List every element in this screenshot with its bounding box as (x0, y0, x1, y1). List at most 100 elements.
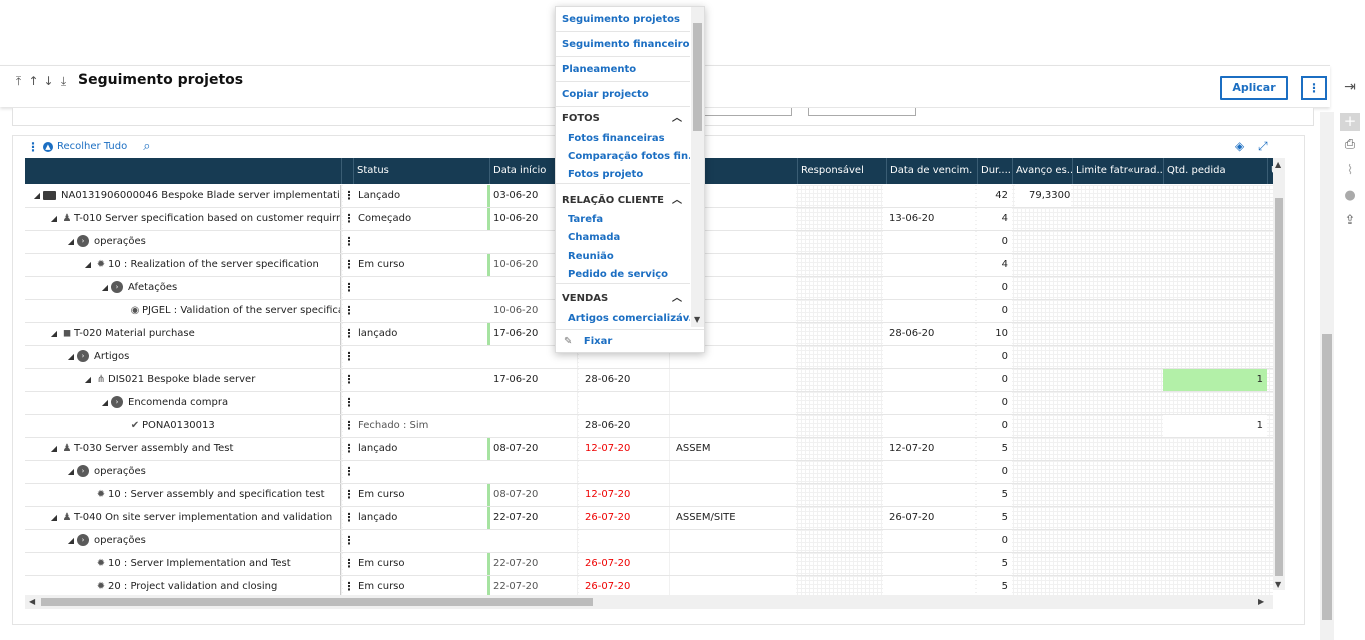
tree-cell[interactable]: ✹ 20 : Project validation and closing (25, 576, 341, 595)
menu-item-comparacao-fotos[interactable]: Comparação fotos fin... (568, 151, 690, 162)
grid-menu-icon[interactable]: ⋮ (27, 139, 39, 154)
menu-item-reuniao[interactable]: Reunião (568, 251, 614, 262)
row-menu-icon[interactable]: ⋮ (343, 576, 355, 595)
tree-cell[interactable]: ✹ 10 : Server assembly and specification … (25, 484, 341, 506)
expand-toggle-icon[interactable]: ◢ (67, 237, 75, 246)
header-progress[interactable]: Avanço es... (1012, 158, 1072, 184)
menu-item-planeamento[interactable]: Planeamento (556, 57, 690, 82)
share-icon[interactable]: ⇪ (1344, 213, 1356, 228)
table-row[interactable]: ✹ 10 : Server Implementation and Test ⋮ Em … (25, 553, 1273, 576)
tree-cell[interactable]: ✹ 10 : Server Implementation and Test (25, 553, 341, 575)
first-record-icon[interactable]: ⤒ (15, 74, 22, 88)
tree-cell[interactable]: ◢ NA0131906000046 Bespoke Blade server im… (25, 185, 341, 207)
table-row[interactable]: ◢ › operações ⋮ 0 (25, 461, 1273, 484)
menu-item-seguimento-projetos[interactable]: Seguimento projetos (556, 7, 690, 32)
menu-item-fotos-financeiras[interactable]: Fotos financeiras (568, 133, 665, 144)
table-row[interactable]: ◢ › Encomenda compra ⋮ 0 (25, 392, 1273, 415)
tree-cell[interactable]: ◢ ⋔ DIS021 Bespoke blade server (25, 369, 341, 391)
tree-cell[interactable]: ◢ ♟ T-010 Server specification based on cu… (25, 208, 341, 230)
row-menu-icon[interactable]: ⋮ (343, 254, 355, 276)
search-icon[interactable]: ⌕ (143, 139, 151, 154)
pin-menu-button[interactable]: ✎ Fixar (556, 329, 704, 353)
previous-record-icon[interactable]: ↑ (28, 74, 39, 88)
collapse-all-button[interactable]: ▲ Recolher Tudo (43, 141, 127, 152)
tree-cell[interactable]: ◢ ♟ T-040 On site server implementation an… (25, 507, 341, 529)
row-menu-icon[interactable]: ⋮ (343, 553, 355, 575)
header-qty-ordered[interactable]: Qtd. pedida (1163, 158, 1267, 184)
row-menu-icon[interactable]: ⋮ (343, 323, 355, 345)
next-record-icon[interactable]: ↓ (43, 74, 54, 88)
page-vertical-scrollbar[interactable] (1320, 112, 1334, 640)
tree-cell[interactable]: ✔ PONA0130013 (25, 415, 341, 437)
tree-cell[interactable]: ◉ PJGEL : Validation of the server specif… (25, 300, 341, 322)
criteria-input[interactable] (700, 108, 792, 116)
row-menu-icon[interactable]: ⋮ (343, 231, 355, 253)
table-row[interactable]: ✔ PONA0130013 ⋮ Fechado : Sim 28-06-20 0 1 (25, 415, 1273, 438)
add-icon[interactable]: + (1340, 113, 1360, 131)
row-menu-icon[interactable]: ⋮ (343, 507, 355, 529)
row-menu-icon[interactable]: ⋮ (343, 300, 355, 322)
exit-icon[interactable]: ⇥ (1344, 79, 1356, 95)
criteria-input[interactable] (808, 108, 916, 116)
header-limit[interactable]: Limite fatr«urad... (1072, 158, 1163, 184)
header-start-date[interactable]: Data início (489, 158, 797, 184)
menu-item-seguimento-financeiro[interactable]: Seguimento financeiro (556, 32, 690, 57)
row-menu-icon[interactable]: ⋮ (343, 369, 355, 391)
table-row[interactable]: ✹ 10 : Server assembly and specification … (25, 484, 1273, 507)
expand-toggle-icon[interactable]: ◢ (50, 444, 58, 453)
tree-cell[interactable]: ◢ › Encomenda compra (25, 392, 341, 414)
expand-toggle-icon[interactable]: ◢ (67, 536, 75, 545)
menu-item-copiar-projecto[interactable]: Copiar projecto (556, 82, 690, 107)
expand-toggle-icon[interactable]: ◢ (84, 260, 92, 269)
row-menu-icon[interactable]: ⋮ (343, 484, 355, 506)
last-record-icon[interactable]: ⤓ (60, 74, 67, 88)
tree-cell[interactable]: ◢ › operações (25, 231, 341, 253)
menu-item-chamada[interactable]: Chamada (568, 232, 621, 243)
table-row[interactable]: ◢ › operações ⋮ 0 (25, 530, 1273, 553)
tree-cell[interactable]: ◢ ♟ T-030 Server assembly and Test (25, 438, 341, 460)
row-menu-icon[interactable]: ⋮ (343, 392, 355, 414)
print-icon[interactable]: ⎙ (1344, 137, 1356, 152)
row-menu-icon[interactable]: ⋮ (343, 277, 355, 299)
expand-toggle-icon[interactable]: ◢ (50, 329, 58, 338)
header-extra[interactable]: U (1267, 158, 1273, 184)
comment-icon[interactable]: ● (1344, 188, 1356, 203)
table-row[interactable]: ◢ ♟ T-030 Server assembly and Test ⋮ lançado… (25, 438, 1273, 461)
row-menu-icon[interactable]: ⋮ (343, 530, 355, 552)
row-menu-icon[interactable]: ⋮ (343, 461, 355, 483)
tree-cell[interactable]: ◢ ◼ T-020 Material purchase (25, 323, 341, 345)
menu-item-artigos-comercializaveis[interactable]: Artigos comercializáv... (568, 313, 690, 324)
grid-vertical-scroll-thumb[interactable] (1275, 198, 1283, 576)
expand-toggle-icon[interactable]: ◢ (67, 352, 75, 361)
tree-cell[interactable]: ◢ › operações (25, 461, 341, 483)
row-menu-icon[interactable]: ⋮ (343, 208, 355, 230)
expand-toggle-icon[interactable]: ◢ (101, 283, 109, 292)
grid-vertical-scrollbar[interactable]: ▲ ▼ (1273, 158, 1285, 590)
expand-toggle-icon[interactable]: ◢ (50, 513, 58, 522)
layers-icon[interactable]: ◈ (1235, 139, 1245, 153)
tree-cell[interactable]: ◢ › Artigos (25, 346, 341, 368)
menu-section-vendas[interactable]: VENDAS ︿ (556, 289, 690, 309)
tree-cell[interactable]: ◢ › Afetações (25, 277, 341, 299)
table-row[interactable]: ✹ 20 : Project validation and closing ⋮ Em … (25, 576, 1273, 595)
expand-icon[interactable]: ⤢ (1258, 139, 1268, 153)
row-menu-icon[interactable]: ⋮ (343, 185, 355, 207)
expand-toggle-icon[interactable]: ◢ (101, 398, 109, 407)
table-row[interactable]: ◢ ♟ T-040 On site server implementation an… (25, 507, 1273, 530)
expand-toggle-icon[interactable]: ◢ (50, 214, 58, 223)
menu-item-pedido-servico[interactable]: Pedido de serviço (556, 265, 690, 284)
menu-section-relacao-cliente[interactable]: RELAÇÃO CLIENTE ︿ (556, 191, 690, 211)
header-duration[interactable]: Dur.... (977, 158, 1012, 184)
attachment-icon[interactable]: ⌇ (1346, 163, 1354, 178)
row-menu-icon[interactable]: ⋮ (343, 438, 355, 460)
page-scroll-thumb[interactable] (1322, 334, 1332, 620)
menu-item-tarefa[interactable]: Tarefa (568, 214, 604, 225)
header-status[interactable]: Status (353, 158, 489, 184)
expand-toggle-icon[interactable]: ◢ (84, 375, 92, 384)
menu-item-fotos-projeto[interactable]: Fotos projeto (556, 165, 690, 184)
expand-toggle-icon[interactable]: ◢ (33, 191, 41, 200)
header-responsavel[interactable]: Responsável (797, 158, 886, 184)
table-row[interactable]: ◢ › Artigos ⋮ 0 (25, 346, 1273, 369)
more-actions-button[interactable]: ⋮ (1301, 76, 1327, 100)
grid-horizontal-scroll-thumb[interactable] (41, 598, 593, 606)
